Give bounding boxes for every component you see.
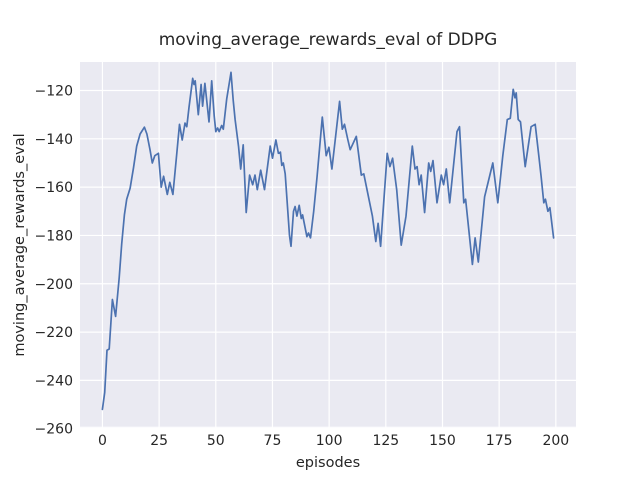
x-tick-label-150: 150 bbox=[429, 433, 456, 449]
x-tick-label-0: 0 bbox=[98, 433, 107, 449]
x-tick-label-50: 50 bbox=[207, 433, 225, 449]
y-tick-label--120: −120 bbox=[35, 84, 73, 100]
plot-area-background bbox=[80, 62, 576, 428]
x-axis-label: episodes bbox=[295, 455, 361, 471]
chart-title: moving_average_rewards_eval of DDPG bbox=[158, 30, 498, 50]
x-tick-label-200: 200 bbox=[542, 433, 569, 449]
x-tick-label-175: 175 bbox=[486, 433, 513, 449]
y-tick-label--200: −200 bbox=[35, 277, 73, 293]
x-tick-label-25: 25 bbox=[150, 433, 168, 449]
y-tick-label--140: −140 bbox=[35, 132, 73, 148]
y-tick-label--180: −180 bbox=[35, 228, 73, 244]
y-tick-label--220: −220 bbox=[35, 325, 73, 341]
x-tick-label-75: 75 bbox=[264, 433, 282, 449]
x-tick-label-125: 125 bbox=[372, 433, 399, 449]
x-tick-label-100: 100 bbox=[316, 433, 343, 449]
y-tick-label--260: −260 bbox=[35, 422, 73, 438]
y-tick-label--240: −240 bbox=[35, 373, 73, 389]
y-axis-label: moving_average_rewards_eval bbox=[12, 133, 28, 357]
series-line-moving_average_rewards_eval bbox=[101, 71, 555, 411]
y-tick-label--160: −160 bbox=[35, 180, 73, 196]
